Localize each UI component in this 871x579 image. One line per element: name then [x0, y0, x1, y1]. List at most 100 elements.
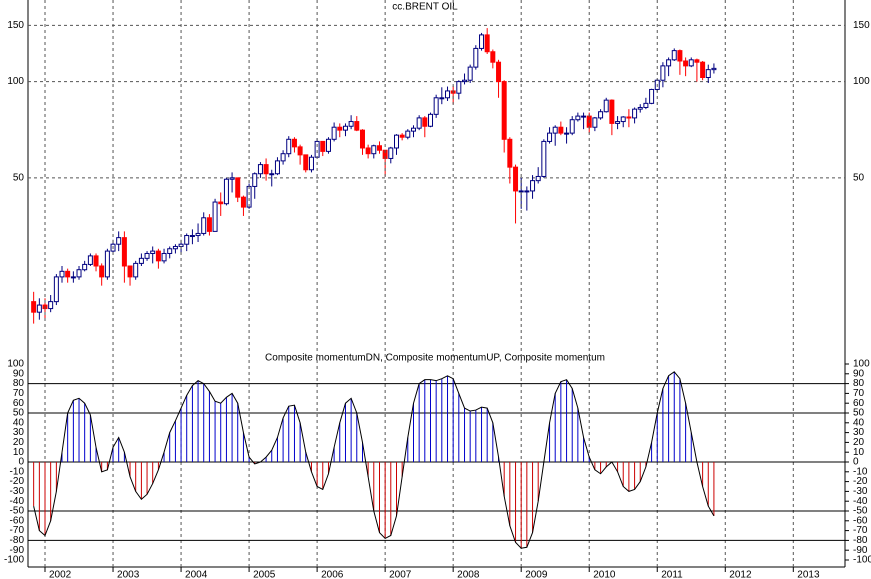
candle-body — [496, 61, 502, 83]
candle-body — [615, 121, 621, 124]
candle-body — [48, 301, 54, 310]
candle-body — [246, 185, 252, 208]
candle-body — [700, 61, 706, 79]
candle-body — [422, 117, 428, 127]
candle-body — [558, 126, 564, 134]
candle-body — [620, 116, 626, 123]
candle-body — [269, 173, 275, 176]
y-tick-label-left: 80 — [13, 378, 25, 389]
y-tick-label-right: 10 — [853, 447, 865, 458]
y-tick-label-right: 50 — [853, 408, 865, 419]
candle-body — [65, 270, 71, 278]
candle-body — [155, 250, 161, 262]
candle-body — [184, 235, 190, 245]
candle-body — [518, 190, 524, 193]
y-tick-label-right: 100 — [853, 359, 870, 370]
y-tick-label-left: 10 — [13, 447, 25, 458]
candle-body — [694, 59, 700, 63]
candle-body — [581, 115, 587, 118]
candle-body — [530, 180, 536, 192]
y-tick-label-right: 0 — [853, 457, 859, 468]
x-tick-label: 2009 — [525, 570, 548, 579]
candle-body — [76, 269, 82, 278]
y-tick-label-left: 70 — [13, 388, 25, 399]
momentum-line — [33, 371, 715, 549]
candle-body — [507, 138, 513, 168]
y-tick-label-left: 90 — [13, 368, 25, 379]
y-tick-label-right: 20 — [853, 437, 865, 448]
candle-body — [705, 69, 711, 79]
candle-body — [462, 79, 468, 83]
candle-body — [359, 129, 365, 149]
y-tick-label-right: 80 — [853, 378, 865, 389]
candle-body — [416, 117, 422, 129]
candle-body — [252, 173, 258, 187]
y-tick-label-left: 0 — [18, 457, 24, 468]
candle-body — [172, 245, 178, 250]
y-tick-label-left: -100 — [4, 555, 24, 566]
candle-body — [320, 140, 326, 152]
x-tick-label: 2008 — [457, 570, 480, 579]
candle-body — [87, 255, 93, 265]
candle-body — [649, 88, 655, 104]
x-tick-label: 2013 — [797, 570, 820, 579]
y-tick-label-right: 40 — [853, 417, 865, 428]
candle-body — [456, 81, 462, 94]
y-tick-label-left: 30 — [13, 427, 25, 438]
candle-body — [36, 304, 42, 313]
candle-body — [433, 97, 439, 115]
y-tick-label-right: -60 — [853, 515, 868, 526]
candle-body — [711, 67, 717, 71]
candle-body — [473, 47, 479, 68]
y-tick-label-left: -60 — [10, 515, 25, 526]
y-tick-label-right: -50 — [853, 506, 868, 517]
candle-body — [671, 50, 677, 61]
candle-body — [223, 178, 229, 205]
candle-body — [133, 262, 139, 278]
y-tick-label-left: 50 — [13, 408, 25, 419]
y-tick-label-right: -20 — [853, 476, 868, 487]
candle-body — [484, 34, 490, 53]
x-tick-label: 2005 — [253, 570, 276, 579]
candle-body — [598, 111, 604, 119]
y-tick-label-left: -40 — [10, 496, 25, 507]
candle-body — [229, 177, 235, 180]
candle-body — [331, 126, 337, 140]
candle-body — [116, 237, 122, 245]
candle-body — [428, 113, 434, 127]
candle-body — [626, 116, 632, 119]
candle-body — [490, 51, 496, 63]
candle-body — [280, 153, 286, 162]
candle-body — [637, 106, 643, 110]
candle-body — [535, 175, 541, 182]
y-tick-label-left: -10 — [10, 466, 25, 477]
candle-body — [399, 134, 405, 138]
candle-body — [660, 65, 666, 81]
candle-body — [547, 132, 553, 142]
candle-body — [666, 59, 672, 67]
candle-body — [609, 99, 615, 124]
candle-body — [218, 201, 224, 205]
y-tick-label-left: -90 — [10, 545, 25, 556]
candle-body — [138, 257, 144, 264]
candle-body — [291, 138, 297, 148]
candle-body — [445, 90, 451, 99]
candle-body — [501, 81, 507, 140]
candle-body — [144, 252, 150, 259]
candle-body — [688, 59, 694, 67]
candle-body — [314, 140, 320, 158]
candle-body — [82, 263, 88, 271]
candle-body — [53, 276, 59, 303]
y-tick-label-left: 40 — [13, 417, 25, 428]
indicator-title: Composite momentumDN, Composite momentum… — [265, 353, 605, 364]
candle-body — [167, 248, 173, 254]
candle-body — [235, 177, 241, 198]
candle-body — [405, 130, 411, 138]
candle-body — [104, 250, 110, 278]
y-tick-label-left: 50 — [13, 172, 25, 183]
candle-body — [240, 196, 246, 208]
candle-body — [121, 237, 127, 267]
candle-body — [643, 102, 649, 108]
candle-body — [303, 154, 309, 171]
